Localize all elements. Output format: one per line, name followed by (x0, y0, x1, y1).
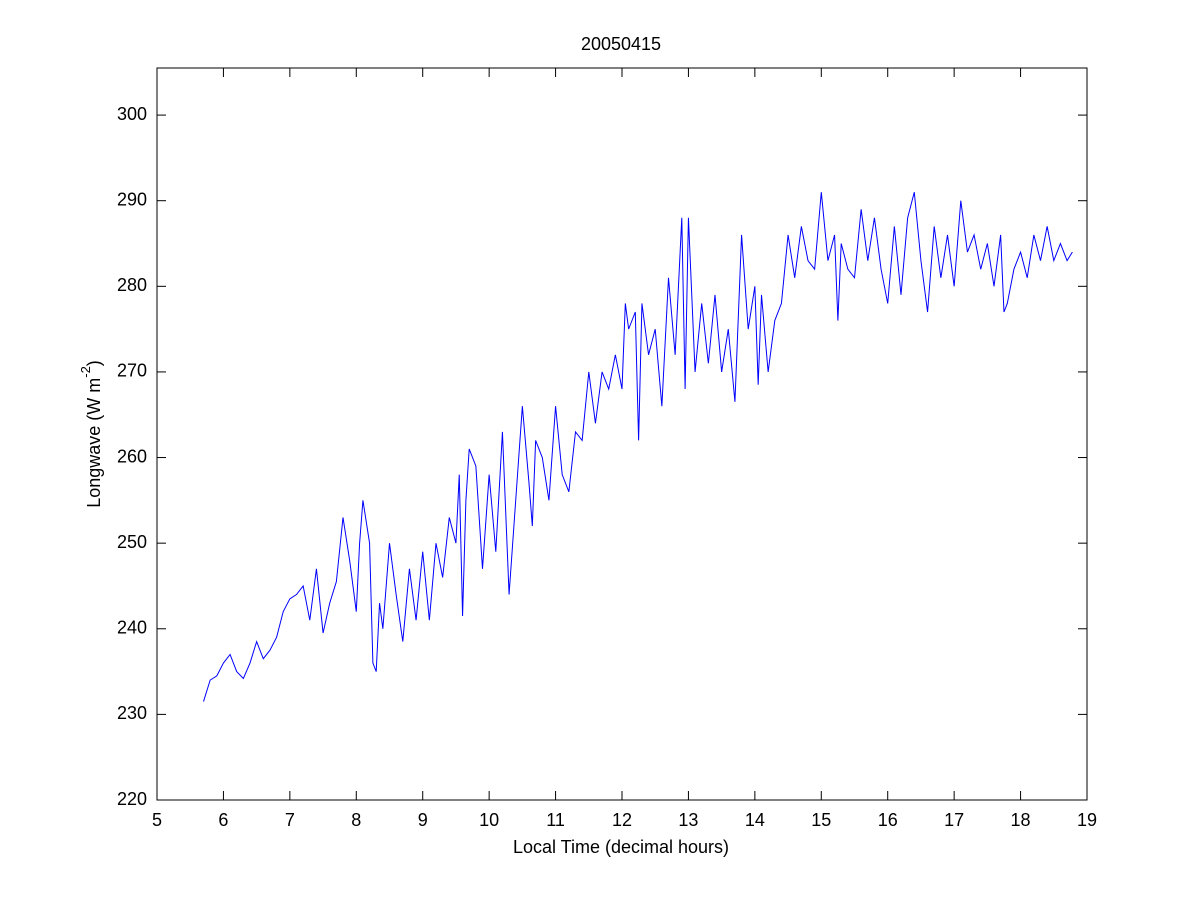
x-tick-label: 5 (152, 810, 162, 830)
x-tick-label: 15 (811, 810, 831, 830)
y-label-text: Longwave (W m (84, 378, 104, 508)
y-tick-label: 220 (117, 789, 147, 809)
x-tick-label: 17 (944, 810, 964, 830)
x-tick-label: 10 (479, 810, 499, 830)
x-tick-label: 16 (878, 810, 898, 830)
y-tick-label: 290 (117, 189, 147, 209)
chart-title: 20050415 (581, 34, 661, 54)
y-tick-label: 300 (117, 104, 147, 124)
y-label-suffix: ) (84, 360, 104, 366)
y-tick-label: 240 (117, 618, 147, 638)
x-tick-label: 13 (678, 810, 698, 830)
x-tick-label: 7 (285, 810, 295, 830)
x-tick-label: 9 (418, 810, 428, 830)
x-tick-label: 14 (745, 810, 765, 830)
y-tick-label: 270 (117, 361, 147, 381)
x-tick-label: 12 (612, 810, 632, 830)
y-tick-label: 280 (117, 275, 147, 295)
y-tick-label: 250 (117, 532, 147, 552)
x-axis-label: Local Time (decimal hours) (513, 837, 729, 857)
y-axis-label: Longwave (W m-2) (78, 360, 103, 508)
y-tick-label: 230 (117, 703, 147, 723)
x-tick-label: 6 (218, 810, 228, 830)
x-tick-label: 11 (546, 810, 565, 830)
y-label-superscript: -2 (78, 366, 93, 378)
x-tick-label: 8 (351, 810, 361, 830)
x-tick-label: 19 (1077, 810, 1097, 830)
x-tick-label: 18 (1011, 810, 1031, 830)
data-line (203, 192, 1073, 702)
y-tick-label: 260 (117, 446, 147, 466)
